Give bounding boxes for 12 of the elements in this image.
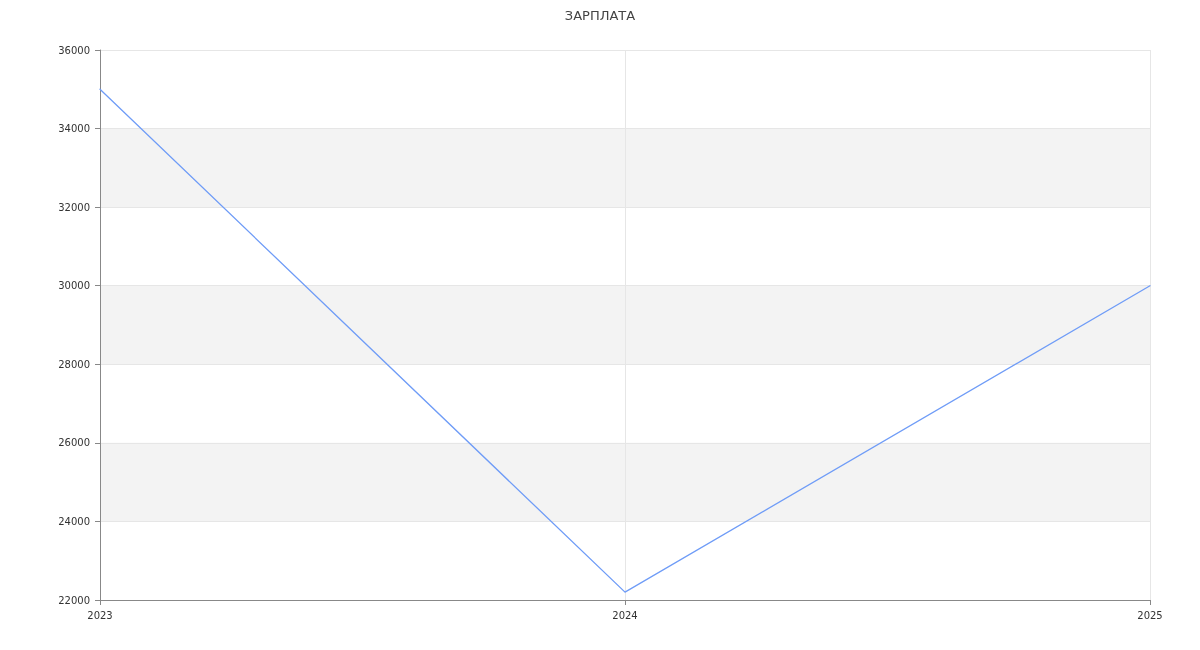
y-tick-label: 34000	[58, 123, 90, 135]
y-tick-label: 28000	[58, 358, 90, 370]
x-tick-label: 2024	[612, 609, 638, 621]
y-tick-label: 36000	[58, 44, 90, 56]
y-tick-label: 24000	[58, 515, 90, 527]
y-tick-label: 22000	[58, 594, 90, 606]
chart-title: ЗАРПЛАТА	[564, 8, 636, 23]
x-tick-label: 2025	[1137, 609, 1163, 621]
y-tick-label: 32000	[58, 201, 90, 213]
y-tick-label: 26000	[58, 437, 90, 449]
y-tick-label: 30000	[58, 280, 90, 292]
x-tick-label: 2023	[87, 609, 113, 621]
